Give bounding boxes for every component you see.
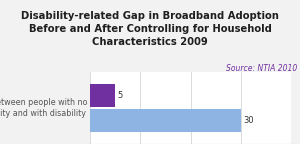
Text: Source: NTIA 2010: Source: NTIA 2010 — [226, 64, 297, 73]
Text: 30: 30 — [243, 116, 254, 125]
Text: Disability-related Gap in Broadband Adoption
Before and After Controlling for Ho: Disability-related Gap in Broadband Adop… — [21, 11, 279, 47]
Bar — [90, 109, 241, 132]
Text: 5: 5 — [118, 91, 123, 100]
Bar — [90, 84, 115, 107]
Text: Gap between people with no
disability and with disability: Gap between people with no disability an… — [0, 98, 88, 118]
